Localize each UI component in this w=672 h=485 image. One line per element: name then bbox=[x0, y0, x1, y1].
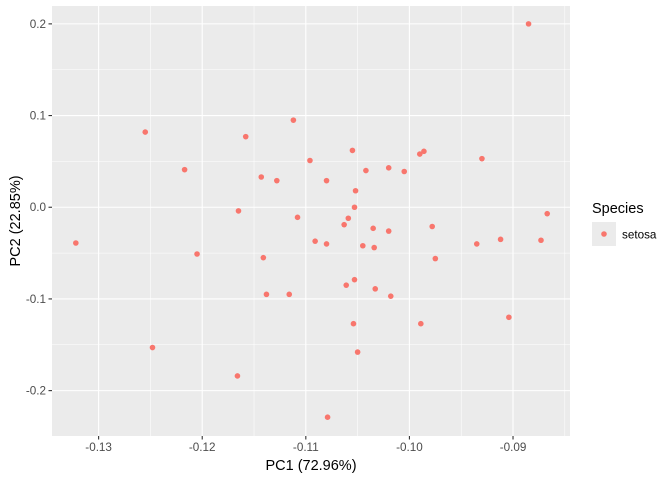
data-point bbox=[312, 238, 318, 244]
data-point bbox=[149, 344, 156, 351]
data-point bbox=[360, 242, 366, 249]
data-point bbox=[418, 320, 424, 327]
data-point bbox=[429, 223, 436, 230]
data-point bbox=[235, 208, 242, 214]
x-axis-title: PC1 (72.96%) bbox=[265, 458, 356, 474]
x-tick-label: -0.10 bbox=[396, 441, 423, 454]
y-axis: -0.2 -0.1 0.0 0.1 0.2 bbox=[26, 18, 52, 398]
data-point bbox=[421, 148, 427, 155]
data-point bbox=[385, 165, 392, 171]
major-gridlines bbox=[52, 6, 570, 436]
data-point bbox=[432, 255, 439, 262]
data-point bbox=[294, 214, 301, 221]
data-point bbox=[345, 215, 352, 222]
data-point bbox=[274, 177, 280, 184]
legend-title: Species bbox=[592, 201, 644, 217]
data-point bbox=[142, 129, 149, 135]
data-point bbox=[371, 244, 378, 251]
legend: Species setosa bbox=[592, 201, 657, 246]
data-point bbox=[473, 241, 480, 247]
data-point bbox=[341, 221, 347, 228]
data-point bbox=[290, 117, 297, 123]
data-point bbox=[73, 240, 79, 246]
data-point bbox=[323, 241, 330, 247]
data-point bbox=[194, 251, 200, 257]
data-point bbox=[370, 225, 376, 232]
y-tick-label: -0.2 bbox=[26, 385, 46, 398]
data-point bbox=[416, 151, 423, 157]
data-point bbox=[242, 133, 249, 140]
data-point bbox=[349, 147, 356, 154]
plot-panel bbox=[52, 6, 570, 436]
data-point bbox=[385, 228, 392, 234]
data-point bbox=[352, 187, 359, 194]
data-point bbox=[324, 414, 331, 421]
y-tick-label: 0.1 bbox=[30, 110, 46, 123]
data-point bbox=[538, 237, 544, 244]
legend-key-point bbox=[601, 231, 607, 237]
data-point bbox=[343, 282, 350, 288]
y-tick-label: 0.2 bbox=[30, 18, 46, 31]
legend-label-setosa: setosa bbox=[622, 229, 657, 242]
data-point bbox=[479, 155, 485, 162]
data-point bbox=[260, 254, 267, 261]
y-tick-label: 0.0 bbox=[30, 201, 47, 214]
x-tick-label: -0.09 bbox=[500, 441, 527, 454]
data-point bbox=[263, 291, 270, 298]
data-point bbox=[401, 168, 408, 175]
data-point bbox=[286, 291, 293, 298]
data-point bbox=[181, 166, 188, 173]
data-point bbox=[234, 373, 241, 379]
x-tick-label: -0.12 bbox=[189, 441, 216, 454]
data-point bbox=[497, 236, 504, 243]
minor-gridlines bbox=[52, 6, 570, 436]
data-point bbox=[258, 174, 265, 180]
data-point bbox=[363, 167, 369, 174]
data-point bbox=[351, 204, 358, 211]
data-point bbox=[387, 293, 394, 299]
data-point bbox=[351, 276, 358, 283]
data-points bbox=[73, 21, 551, 421]
x-tick-label: -0.13 bbox=[85, 441, 112, 454]
x-tick-label: -0.11 bbox=[293, 441, 319, 454]
data-point bbox=[506, 314, 512, 321]
data-point bbox=[544, 210, 551, 217]
data-point bbox=[307, 157, 313, 164]
data-point bbox=[354, 349, 361, 355]
data-point bbox=[525, 21, 532, 27]
y-axis-title: PC2 (22.85%) bbox=[8, 175, 24, 266]
data-point bbox=[372, 286, 379, 292]
data-point bbox=[350, 320, 357, 327]
x-axis: -0.13 -0.12 -0.11 -0.10 -0.09 bbox=[85, 436, 526, 454]
data-point bbox=[323, 177, 330, 184]
y-tick-label: -0.1 bbox=[26, 293, 46, 306]
